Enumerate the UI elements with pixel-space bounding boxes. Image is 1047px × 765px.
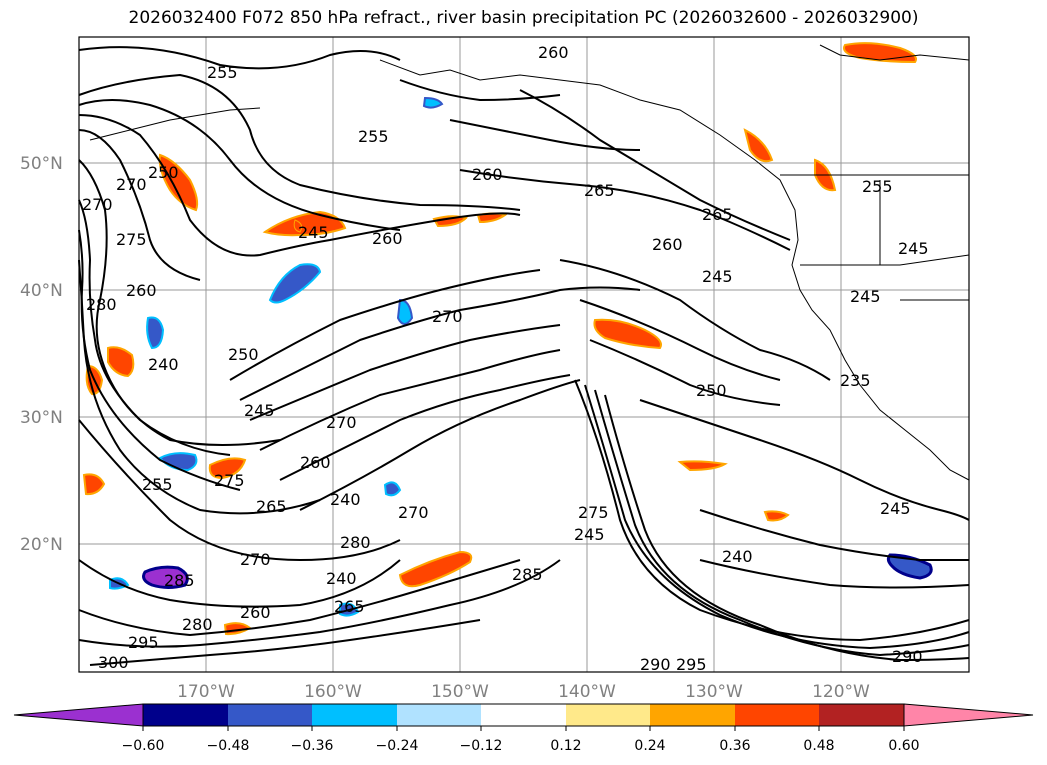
colorbar-tick-label: −0.24 (376, 738, 419, 754)
contour-label: 245 (880, 499, 911, 518)
colorbar-segment (312, 704, 397, 726)
colorbar-tick-label: −0.60 (122, 738, 165, 754)
colorbar-ticks: −0.60 −0.48 −0.36 −0.24 −0.12 0.12 0.24 … (122, 738, 920, 754)
colorbar-tick-label: −0.12 (460, 738, 503, 754)
contour-label: 240 (722, 547, 753, 566)
contour-label: 250 (148, 163, 179, 182)
contour-label: 250 (228, 345, 259, 364)
lon-label: 160°W (304, 682, 362, 702)
contour-label: 260 (300, 453, 331, 472)
contour-label: 290 (640, 655, 671, 674)
contour-label: 270 (82, 195, 113, 214)
contour-label: 265 (334, 597, 365, 616)
contour-label: 240 (148, 355, 179, 374)
contour-label: 245 (244, 401, 275, 420)
contour-lines (78, 46, 970, 666)
colorbar-segment (735, 704, 819, 726)
contour-label: 255 (207, 63, 238, 82)
contour-label: 235 (840, 371, 871, 390)
contour-label: 240 (330, 490, 361, 509)
contour-label: 295 (676, 655, 707, 674)
lat-label: 40°N (20, 281, 63, 301)
colorbar-segment (228, 704, 312, 726)
colorbar-segment (143, 704, 228, 726)
colorbar (13, 703, 1034, 731)
colorbar-segment (481, 704, 566, 726)
contour-label: 245 (298, 223, 329, 242)
contour-label: 260 (472, 165, 503, 184)
plot-area (79, 37, 969, 672)
contour-label: 245 (574, 525, 605, 544)
contour-label: 260 (126, 281, 157, 300)
contour-label: 245 (898, 239, 929, 258)
latitude-labels: 50°N 40°N 30°N 20°N (20, 154, 63, 555)
colorbar-segment (650, 704, 735, 726)
contour-label: 275 (214, 471, 245, 490)
colorbar-extend-min (13, 703, 144, 727)
lat-label: 50°N (20, 154, 63, 174)
contour-label: 275 (116, 230, 147, 249)
colorbar-tick-label: 0.12 (550, 738, 581, 754)
lon-label: 130°W (685, 682, 743, 702)
contour-label: 270 (398, 503, 429, 522)
contour-label: 285 (164, 571, 195, 590)
lon-label: 170°W (177, 682, 235, 702)
colorbar-tick-label: −0.48 (207, 738, 250, 754)
contour-label: 245 (850, 287, 881, 306)
contour-labels: 255 260 265 255 260 270 275 270 250 245 … (82, 43, 929, 674)
contour-label: 255 (358, 127, 389, 146)
contour-label: 275 (578, 503, 609, 522)
lon-label: 150°W (431, 682, 489, 702)
contour-label: 265 (702, 205, 733, 224)
contour-label: 270 (326, 413, 357, 432)
lon-label: 120°W (812, 682, 870, 702)
contour-label: 265 (584, 181, 615, 200)
contour-label: 255 (862, 177, 893, 196)
contour-label: 300 (98, 653, 129, 672)
colorbar-frame (142, 703, 905, 727)
contour-label: 260 (372, 229, 403, 248)
colorbar-segment (819, 704, 904, 726)
colorbar-tick-label: 0.24 (634, 738, 665, 754)
contour-label: 260 (652, 235, 683, 254)
colorbar-segment (397, 704, 481, 726)
contour-label: 280 (340, 533, 371, 552)
contour-label: 270 (116, 175, 147, 194)
contour-label: 270 (432, 307, 463, 326)
lat-label: 20°N (20, 535, 63, 555)
contour-label: 280 (86, 295, 117, 314)
colorbar-extend-max (903, 703, 1034, 727)
contour-label: 240 (326, 569, 357, 588)
contour-label: 265 (256, 497, 287, 516)
contour-label: 295 (128, 633, 159, 652)
lat-label: 30°N (20, 408, 63, 428)
coastlines (89, 44, 970, 481)
contour-label: 270 (240, 550, 271, 569)
colorbar-tick-label: 0.60 (888, 738, 919, 754)
colorbar-tick-label: −0.36 (291, 738, 334, 754)
longitude-labels: 170°W 160°W 150°W 140°W 130°W 120°W (177, 682, 870, 702)
colorbar-tick-label: 0.36 (719, 738, 750, 754)
contour-label: 260 (240, 603, 271, 622)
contour-label: 280 (182, 615, 213, 634)
contour-label: 255 (142, 475, 173, 494)
contour-label: 245 (702, 267, 733, 286)
plot-frame (78, 36, 970, 673)
contour-label: 250 (696, 381, 727, 400)
map-title: 2026032400 F072 850 hPa refract., river … (128, 8, 919, 28)
lon-label: 140°W (558, 682, 616, 702)
contour-label: 260 (538, 43, 569, 62)
colorbar-tick-label: 0.48 (803, 738, 834, 754)
contour-label: 290 (892, 647, 923, 666)
contour-label: 285 (512, 565, 543, 584)
colorbar-segment (566, 704, 650, 726)
